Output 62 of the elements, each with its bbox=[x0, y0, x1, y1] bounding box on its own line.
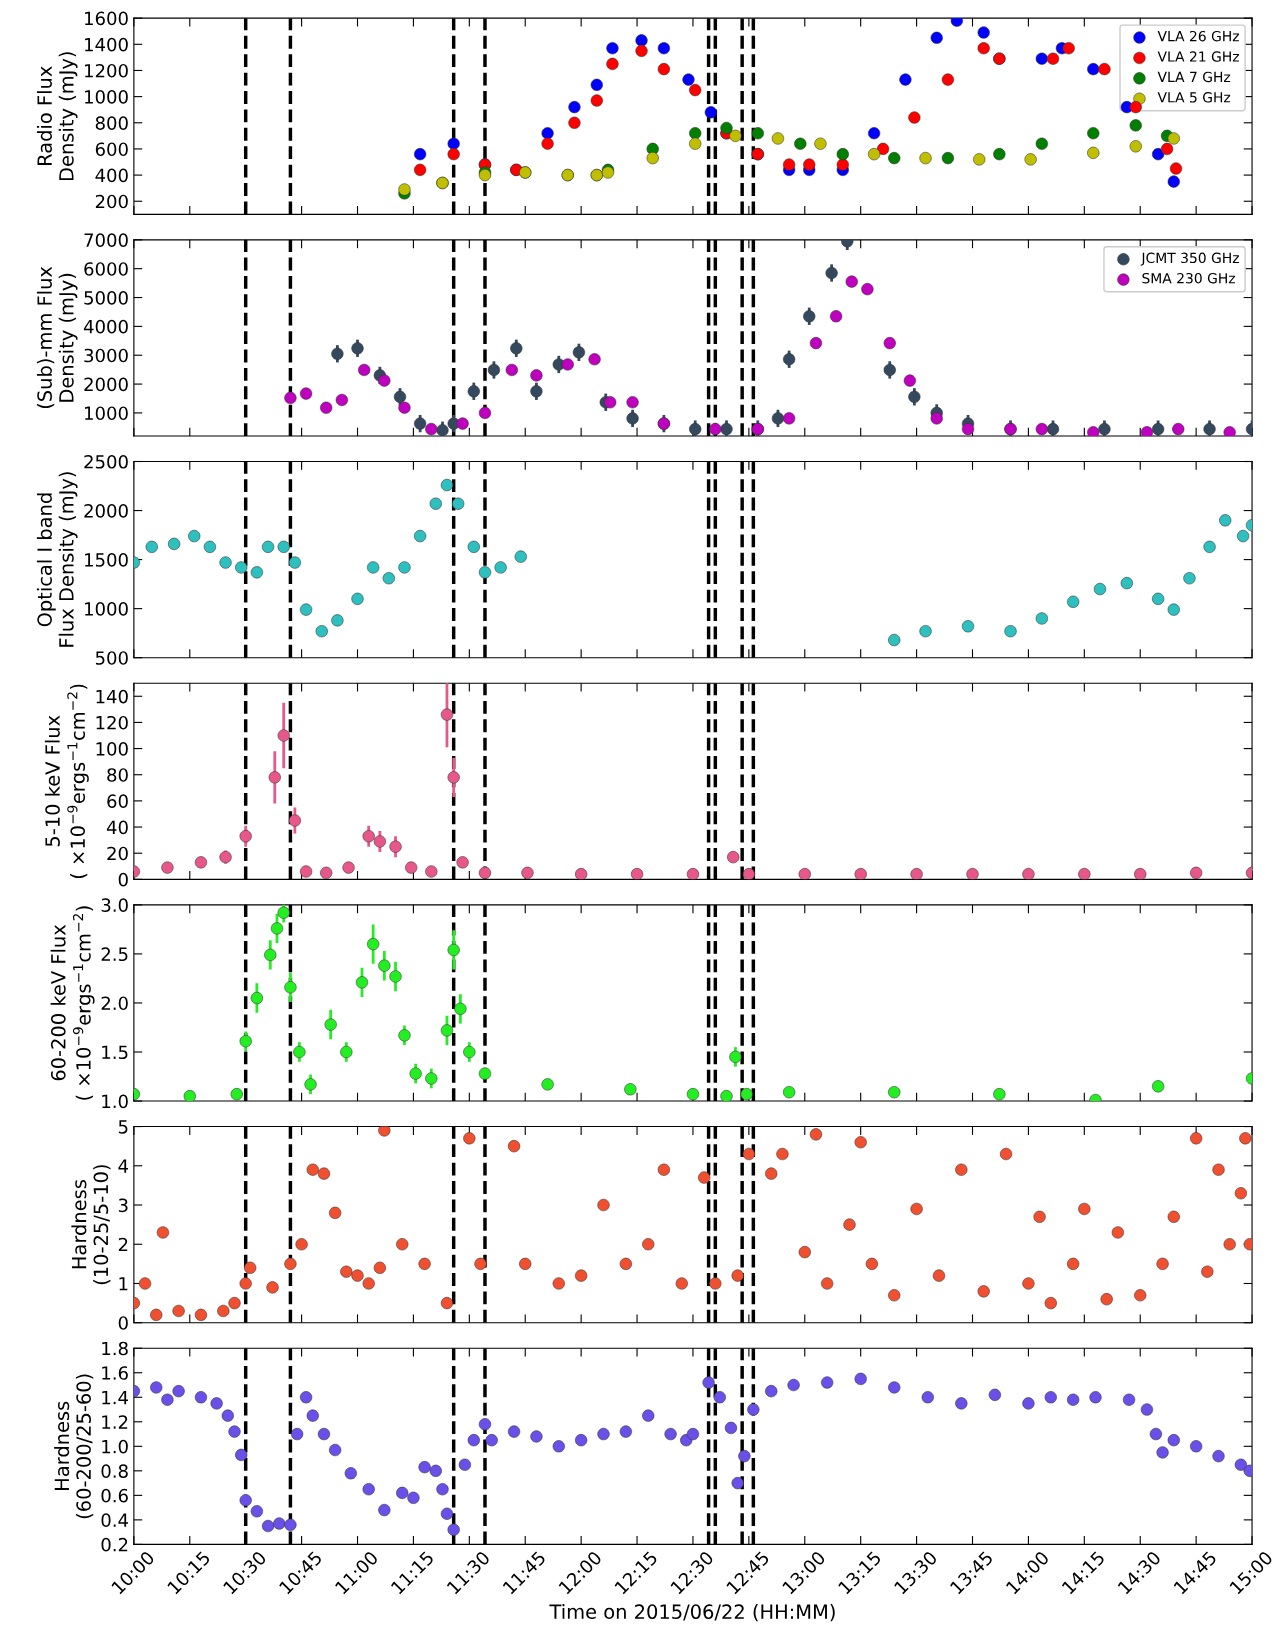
y-tick-label: 600 bbox=[95, 142, 128, 157]
y-tick-label: 1 bbox=[119, 1277, 128, 1291]
y-tick-label: 800 bbox=[95, 116, 128, 130]
y-tick-label: 0.8 bbox=[101, 1464, 128, 1478]
y-tick-label: 60 bbox=[107, 794, 128, 809]
y-tick-label: 1.4 bbox=[102, 1390, 128, 1405]
y-tick-label: 0.6 bbox=[101, 1488, 128, 1503]
y-tick-label: 0.4 bbox=[101, 1513, 128, 1527]
y-tick-label: 140 bbox=[96, 689, 128, 704]
y-tick-label: 400 bbox=[95, 168, 128, 183]
legend-label: SMA 230 GHz bbox=[1142, 272, 1235, 284]
y-tick-label: 2000 bbox=[84, 504, 128, 518]
y-axis-title: (Sub)-mm Flux Density (mJy) bbox=[36, 266, 78, 409]
y-tick-label: 1.2 bbox=[102, 1415, 128, 1429]
y-axis-title: Hardness (60-200/25-60) bbox=[54, 1374, 94, 1519]
y-tick-label: 6000 bbox=[84, 262, 128, 276]
y-axis-title: Optical I band Flux Density (mJy) bbox=[36, 472, 78, 647]
y-tick-label: 2000 bbox=[84, 377, 128, 392]
y-tick-label: 1200 bbox=[85, 63, 128, 78]
y-tick-label: 1.0 bbox=[102, 1094, 128, 1109]
y-axis-title: 5-10 keV Flux ( ×10$^{−9}$ergs$^{−1}$cm$^{−2}$) bbox=[44, 684, 89, 879]
legend-label: JCMT 350 GHz bbox=[1140, 252, 1239, 266]
y-tick-label: 100 bbox=[96, 742, 128, 756]
y-tick-label: 1.6 bbox=[102, 1366, 128, 1380]
y-axis-title: 60-200 keV Flux ( ×10$^{−9}$ergs$^{−1}$cm$^{−2}$) bbox=[50, 906, 95, 1100]
y-tick-label: 1.8 bbox=[102, 1341, 128, 1356]
y-tick-label: 0.2 bbox=[101, 1537, 128, 1552]
legend-label: VLA 26 GHz bbox=[1157, 30, 1239, 42]
y-tick-label: 4000 bbox=[83, 319, 128, 334]
y-tick-label: 1000 bbox=[85, 90, 128, 104]
y-tick-label: 2.5 bbox=[101, 947, 128, 962]
y-tick-label: 2 bbox=[118, 1237, 128, 1252]
legend-label: VLA 7 GHz bbox=[1157, 71, 1231, 83]
y-tick-label: 4 bbox=[118, 1159, 128, 1173]
y-tick-label: 7000 bbox=[84, 233, 128, 247]
y-tick-label: 0 bbox=[118, 1316, 128, 1330]
y-tick-label: 200 bbox=[95, 194, 128, 209]
y-tick-label: 1600 bbox=[85, 11, 128, 26]
y-tick-label: 1000 bbox=[85, 602, 128, 616]
y-tick-label: 3 bbox=[118, 1198, 128, 1213]
y-tick-label: 3.0 bbox=[101, 898, 128, 912]
x-axis-title: Time on 2015/06/22 (HH:MM) bbox=[549, 1603, 835, 1622]
y-tick-label: 5000 bbox=[84, 290, 128, 305]
y-tick-label: 120 bbox=[96, 715, 128, 730]
y-tick-label: 0 bbox=[118, 872, 128, 887]
y-tick-label: 1.0 bbox=[102, 1439, 128, 1454]
y-tick-label: 20 bbox=[107, 846, 128, 861]
y-axis-title: Hardness (10-25/5-10) bbox=[71, 1165, 111, 1285]
y-tick-label: 2.0 bbox=[101, 996, 128, 1011]
y-tick-label: 40 bbox=[106, 820, 128, 835]
legend-label: VLA 21 GHz bbox=[1157, 51, 1239, 62]
y-tick-label: 1400 bbox=[85, 37, 128, 52]
legend-label: VLA 5 GHz bbox=[1157, 92, 1231, 103]
y-tick-label: 500 bbox=[95, 651, 128, 665]
y-axis-title: Radio Flux Density (mJy) bbox=[36, 52, 78, 181]
y-tick-label: 5 bbox=[118, 1120, 128, 1134]
y-tick-label: 1.5 bbox=[102, 1045, 128, 1060]
y-tick-label: 3000 bbox=[84, 348, 128, 363]
y-tick-label: 1500 bbox=[85, 553, 128, 567]
y-tick-label: 2500 bbox=[84, 454, 128, 469]
y-tick-label: 1000 bbox=[85, 406, 128, 421]
y-tick-label: 80 bbox=[107, 768, 128, 782]
